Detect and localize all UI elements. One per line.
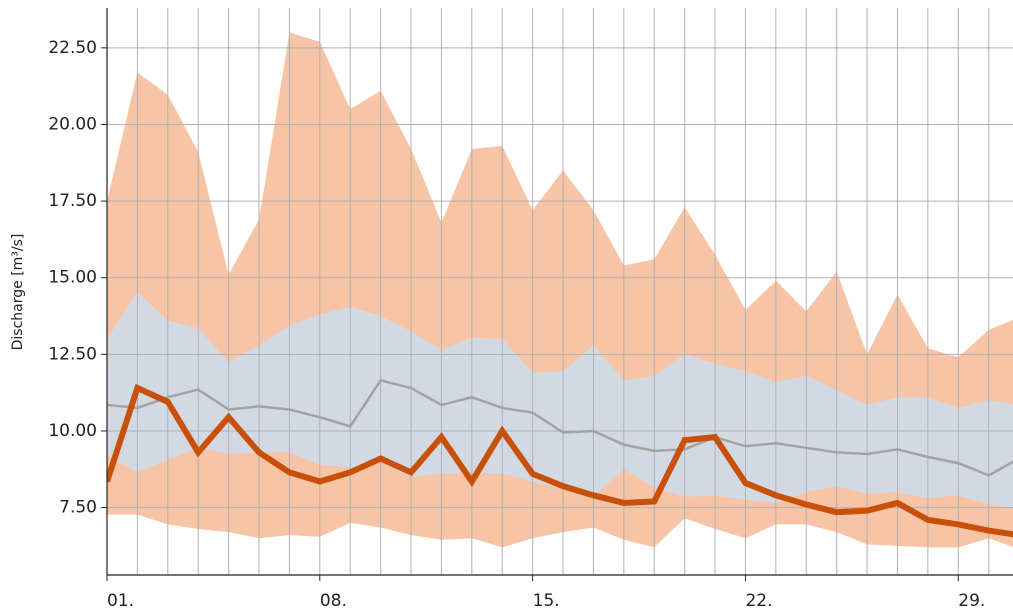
y-tick-label: 15.00	[48, 268, 97, 288]
plot-area	[107, 8, 1013, 575]
series-line	[107, 383, 1013, 538]
y-tick-label: 10.00	[48, 421, 97, 441]
band-area	[107, 291, 1013, 509]
y-tick-label: 22.50	[48, 38, 97, 58]
x-tick-label: 29.	[958, 591, 985, 611]
x-tick-label: 01.	[107, 591, 134, 611]
y-tick-label: 12.50	[48, 344, 97, 364]
y-tick-label: 17.50	[48, 191, 97, 211]
x-tick-label: 22.	[745, 591, 772, 611]
x-tick-label: 15.	[533, 591, 560, 611]
series-line	[107, 378, 1013, 477]
y-axis-label: Discharge [m³/s]	[10, 234, 26, 351]
y-tick-label: 20.00	[48, 114, 97, 134]
x-tick-label: 08.	[320, 591, 347, 611]
axes: 7.50 10.00 12.50 15.00 17.50 20.00 22.50 01. 08.…	[48, 8, 1013, 611]
y-tick-label: 7.50	[59, 498, 97, 518]
